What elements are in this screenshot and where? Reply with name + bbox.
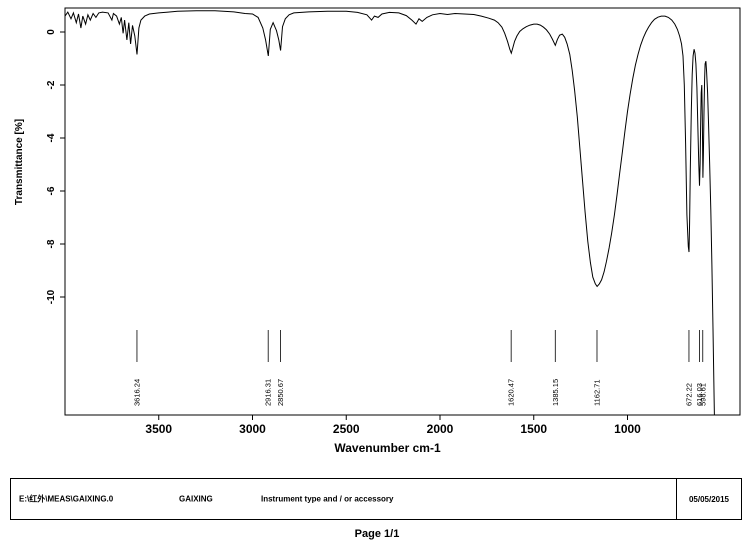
chart-frame [64, 7, 741, 416]
footer-instrument-label: Instrument type and / or accessory [261, 494, 394, 504]
x-tick-label: 1500 [520, 422, 547, 436]
x-tick-label: 2500 [333, 422, 360, 436]
peak-label: 598.61 [698, 383, 707, 406]
footer-date: 05/05/2015 [688, 494, 730, 504]
ir-spectrum-chart: 3500 3000 2500 2000 1500 1000 Wavenumber cm-1 0… [14, 7, 741, 455]
peak-label: 1162.71 [592, 379, 601, 406]
footer-sample-name: GAIXING [179, 494, 213, 504]
y-tick-label: -2 [46, 80, 57, 89]
spectrum-trace [65, 10, 715, 415]
footer-file-path: E:\红外\MEAS\GAIXING.0 [19, 494, 114, 504]
peak-label: 1620.47 [507, 379, 516, 406]
peak-label: 616.03 [695, 383, 704, 406]
footer-info-box: E:\红外\MEAS\GAIXING.0 GAIXING Instrument … [10, 478, 742, 520]
x-tick-label: 3000 [239, 422, 266, 436]
y-tick-label: -8 [46, 239, 57, 248]
y-tick-label: -4 [46, 133, 57, 142]
page-number-label: Page 1/1 [354, 528, 400, 540]
footer-left-cell: E:\红外\MEAS\GAIXING.0 GAIXING Instrument … [11, 479, 676, 519]
x-tick-label: 1000 [614, 422, 641, 436]
y-tick-label: 0 [46, 29, 57, 35]
x-tick-label: 3500 [145, 422, 172, 436]
x-tick-label: 2000 [427, 422, 454, 436]
y-axis-title: Transmittance [%] [14, 119, 25, 205]
y-tick-label: -10 [46, 289, 57, 304]
footer-date-cell: 05/05/2015 [676, 479, 741, 519]
peak-label: 2916.31 [264, 379, 273, 406]
peak-label: 1385.15 [551, 379, 560, 406]
x-axis-title: Wavenumber cm-1 [334, 441, 441, 455]
y-tick-label: -6 [46, 186, 57, 195]
peak-label: 672.22 [684, 383, 693, 406]
peak-label: 2850.67 [276, 379, 285, 406]
peak-label: 3616.24 [132, 379, 141, 406]
